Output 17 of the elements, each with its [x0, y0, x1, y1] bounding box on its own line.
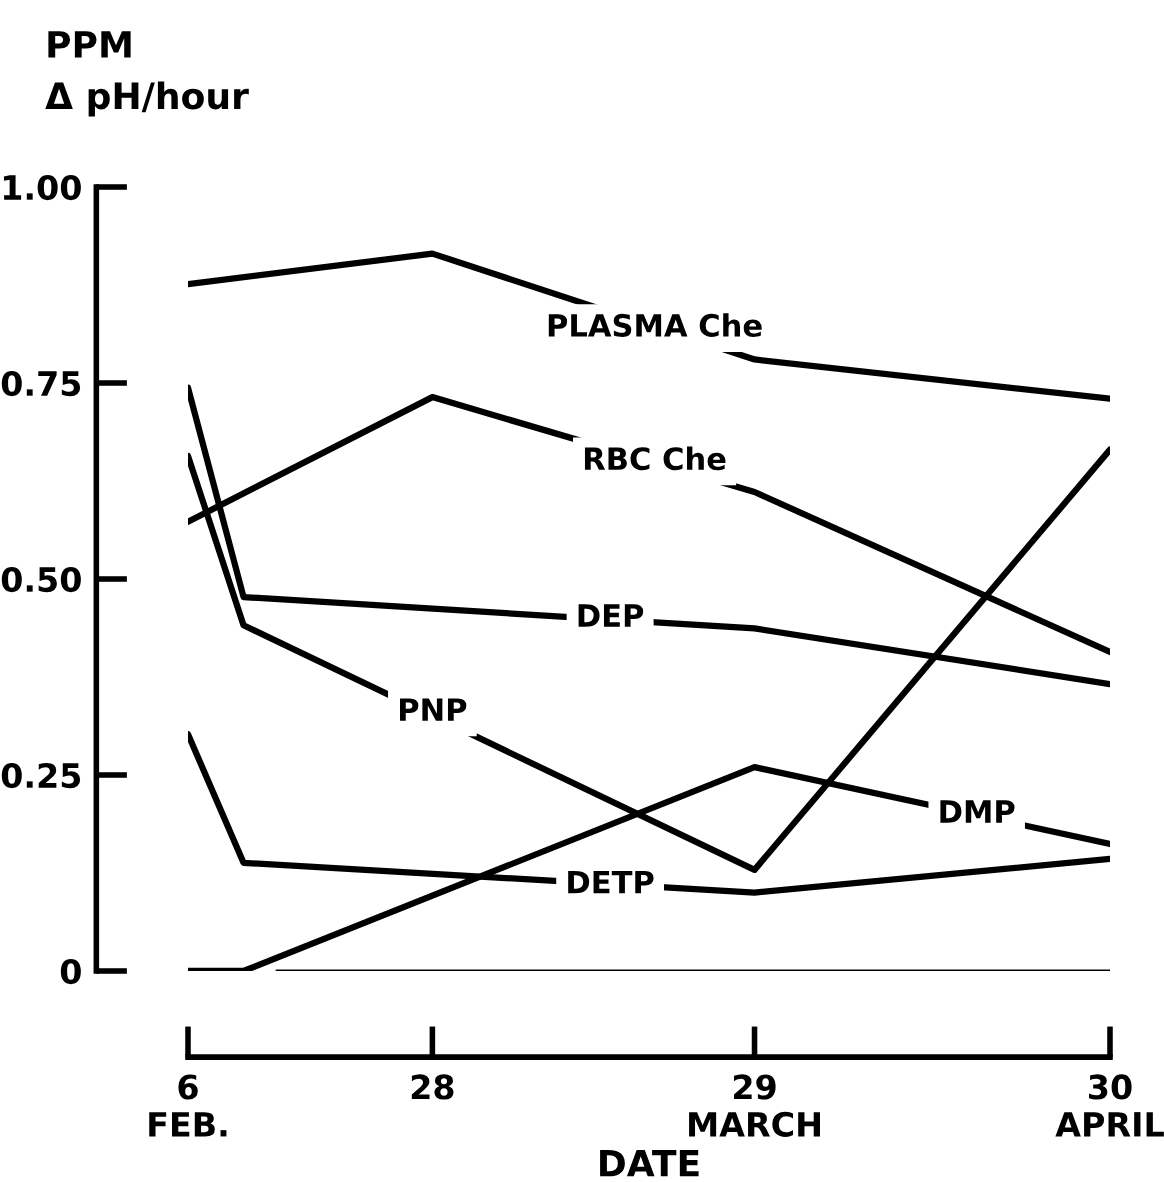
x-tick-label: 6 FEB.: [149, 1074, 227, 1137]
y-tick-label: 0.75: [1, 370, 81, 397]
annotation: RBC Che: [584, 446, 726, 471]
x-tick-label: 30 APRIL: [1055, 1074, 1164, 1137]
annotation: DEP: [578, 604, 644, 627]
annotation: PNP: [400, 698, 467, 721]
x-tick-label: 29 MARCH: [689, 1074, 820, 1137]
y-tick-label: 0.50: [1, 566, 81, 593]
y-tick-label: 0: [60, 958, 81, 985]
y-tick-label: 0.25: [1, 762, 81, 789]
annotation: PLASMA Che: [548, 313, 762, 337]
y-tick-label: 1.00: [3, 174, 81, 201]
annotation: DETP: [568, 870, 654, 894]
y-axis-title: PPM Δ pH/hour: [45, 31, 249, 117]
x-tick-label: 28: [411, 1074, 454, 1100]
annotation: DMP: [940, 800, 1015, 823]
x-axis-title: DATE: [600, 1150, 699, 1177]
